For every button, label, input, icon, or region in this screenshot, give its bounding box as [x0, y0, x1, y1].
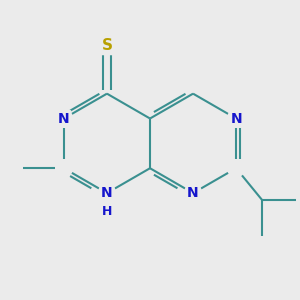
Text: N: N: [101, 186, 113, 200]
Text: N: N: [230, 112, 242, 125]
Text: N: N: [58, 112, 70, 125]
Text: H: H: [102, 205, 112, 218]
Text: N: N: [187, 186, 199, 200]
Text: S: S: [101, 38, 112, 53]
